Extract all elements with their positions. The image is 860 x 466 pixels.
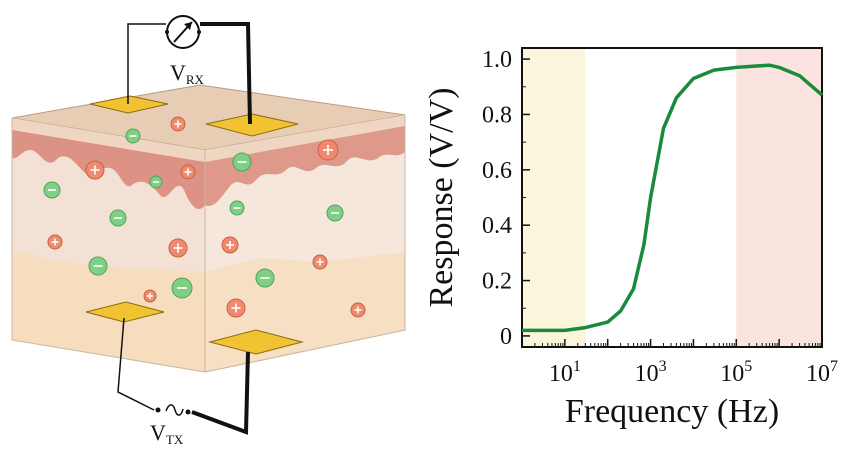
positive-ion — [312, 254, 328, 270]
tx-electrode-right — [208, 329, 304, 355]
skin-diagram: VRX VTX — [11, 15, 406, 447]
positive-ion — [317, 139, 339, 161]
rx-wire-thin — [127, 23, 166, 104]
y-tick-label: 0.8 — [482, 102, 512, 128]
voltmeter-icon — [165, 15, 201, 49]
epidermis-band — [12, 115, 405, 162]
tx-voltage-label: VTX — [150, 420, 184, 447]
dermis-layer-side — [205, 115, 405, 207]
positive-ion — [180, 164, 196, 180]
ac-source-icon — [155, 404, 191, 416]
x-tick-label: 101 — [549, 358, 581, 387]
negative-ion — [326, 204, 344, 222]
positive-ion — [47, 234, 63, 250]
tx-electrode-left — [85, 301, 165, 323]
ion-group — [43, 116, 366, 318]
negative-ion — [171, 277, 193, 299]
y-tick-label: 0.4 — [482, 213, 512, 239]
x-tick-label: 103 — [635, 358, 667, 387]
x-axis-label: Frequency (Hz) — [565, 393, 779, 430]
positive-ion — [170, 116, 186, 132]
positive-ion — [85, 160, 105, 180]
background-band — [736, 48, 822, 347]
response-line — [522, 63, 824, 333]
positive-ion — [226, 298, 246, 318]
y-axis-label: Response (V/V) — [423, 87, 460, 307]
positive-ion — [350, 302, 366, 318]
negative-ion — [109, 209, 127, 227]
y-tick-label: 0 — [500, 324, 512, 350]
negative-ion — [88, 256, 108, 276]
rx-electrode-left — [89, 95, 169, 114]
tx-wire-thick — [191, 351, 250, 435]
negative-ion — [255, 268, 275, 288]
rx-voltage-label: VRX — [170, 60, 205, 87]
negative-ion — [149, 175, 163, 189]
y-tick-label: 0.2 — [482, 269, 512, 295]
positive-ion — [168, 238, 188, 258]
x-tick-label: 107 — [806, 358, 838, 387]
background-band — [522, 48, 586, 347]
y-tick-label: 1.0 — [482, 47, 512, 73]
positive-ion — [221, 236, 239, 254]
x-tick-label: 105 — [720, 358, 752, 387]
negative-ion — [229, 200, 245, 216]
tx-voltage-subscript: TX — [166, 432, 184, 447]
frequency-response-chart: 101 103 105 107 0 0.2 0.4 0.6 0.8 1.0 Frequency (H… — [423, 47, 838, 430]
negative-ion — [125, 128, 141, 144]
positive-ion — [143, 289, 157, 303]
rx-electrode-right — [205, 113, 299, 137]
rx-voltage-subscript: RX — [186, 72, 205, 87]
tx-wire-thin — [117, 317, 155, 411]
rx-wire-thick — [200, 22, 252, 125]
negative-ion — [43, 181, 61, 199]
y-tick-label: 0.6 — [482, 158, 512, 184]
negative-ion — [232, 152, 252, 172]
